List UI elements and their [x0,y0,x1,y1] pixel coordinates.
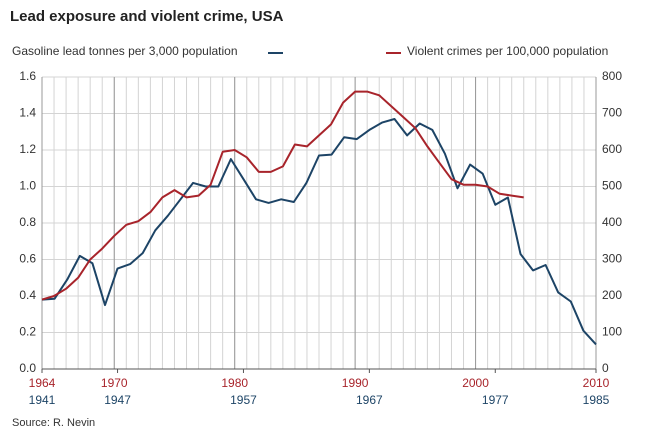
chart-title: Lead exposure and violent crime, USA [10,8,284,25]
y2-tick-label: 200 [602,288,622,302]
x2-tick-label: 1967 [356,393,383,407]
y-tick-label: 1.4 [19,106,36,120]
y2-tick-label: 600 [602,142,622,156]
legend-label: Gasoline lead tonnes per 3,000 populatio… [12,44,238,58]
x-tick-label: 1964 [29,376,56,390]
x-tick-label: 1970 [101,376,128,390]
y-tick-label: 1.0 [19,179,36,193]
y2-tick-label: 800 [602,69,622,83]
y2-tick-label: 500 [602,179,622,193]
y-tick-label: 0.6 [19,252,36,266]
y2-tick-label: 400 [602,215,622,229]
x2-tick-label: 1947 [104,393,131,407]
y2-tick-label: 700 [602,106,622,120]
x2-tick-label: 1941 [29,393,56,407]
y2-tick-label: 0 [602,361,609,375]
y-tick-label: 1.2 [19,142,36,156]
x2-tick-label: 1957 [230,393,257,407]
series-line [41,90,524,301]
x-tick-label: 1990 [342,376,369,390]
y-tick-label: 1.6 [19,69,36,83]
y2-tick-label: 300 [602,252,622,266]
x2-tick-label: 1977 [482,393,509,407]
y-tick-label: 0.0 [19,361,36,375]
y-tick-label: 0.4 [19,288,36,302]
y-tick-label: 0.2 [19,325,36,339]
x-tick-label: 2000 [462,376,489,390]
x-tick-label: 2010 [583,376,610,390]
x-tick-label: 1980 [221,376,248,390]
x2-tick-label: 1985 [583,393,610,407]
series-line [41,118,597,346]
source-note: Source: R. Nevin [12,417,95,429]
y-tick-label: 0.8 [19,215,36,229]
y2-tick-label: 100 [602,325,622,339]
legend-label: Violent crimes per 100,000 population [407,44,608,58]
